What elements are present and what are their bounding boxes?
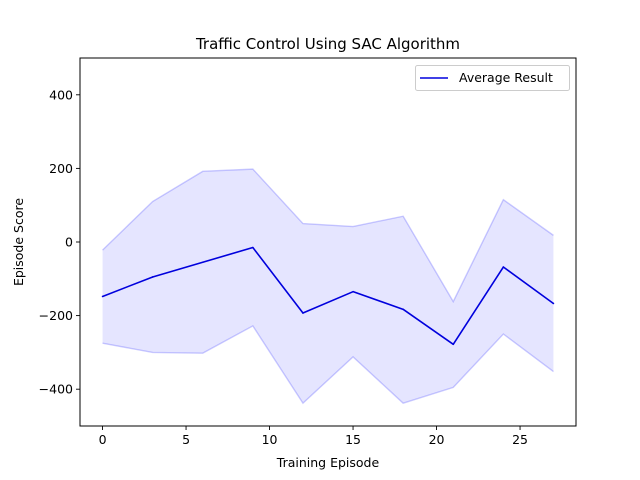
chart-title: Traffic Control Using SAC Algorithm	[195, 35, 460, 53]
data-point	[151, 276, 154, 278]
band-layer	[102, 168, 554, 405]
data-point	[302, 312, 304, 314]
confidence-band	[102, 169, 554, 404]
data-point	[201, 261, 204, 264]
data-point	[402, 308, 404, 311]
plot-frame	[79, 57, 577, 427]
x-tick-label: 0	[99, 432, 107, 447]
data-point	[452, 343, 455, 346]
band-upper-edge	[102, 168, 554, 304]
data-point	[552, 302, 555, 305]
y-tick-label: −200	[39, 308, 73, 323]
y-tick-label: −400	[39, 382, 73, 397]
x-axis-title: Training Episode	[276, 455, 380, 470]
band-lower-edge	[102, 324, 554, 405]
x-tick-label: 15	[345, 432, 361, 447]
legend: Average Result	[415, 65, 570, 91]
x-axis-ticks: 0 5 10 15 20 25	[99, 426, 528, 447]
x-tick-label: 5	[182, 432, 190, 447]
x-tick-label: 10	[262, 432, 278, 447]
x-tick-label: 20	[429, 432, 445, 447]
series-line-average-result	[102, 246, 554, 346]
line-layer	[101, 246, 555, 346]
y-tick-label: 400	[49, 87, 73, 102]
y-axis-title: Episode Score	[11, 198, 26, 286]
data-point	[352, 290, 354, 293]
y-axis-ticks: −400 −200 0 200 400	[39, 87, 80, 397]
data-point	[252, 246, 254, 249]
data-point	[502, 266, 505, 268]
data-point	[101, 295, 104, 298]
legend-label-average-result: Average Result	[459, 70, 553, 85]
y-tick-label: 0	[65, 235, 73, 250]
x-tick-label: 25	[512, 432, 528, 447]
y-tick-label: 200	[49, 161, 73, 176]
legend-box	[415, 65, 570, 91]
